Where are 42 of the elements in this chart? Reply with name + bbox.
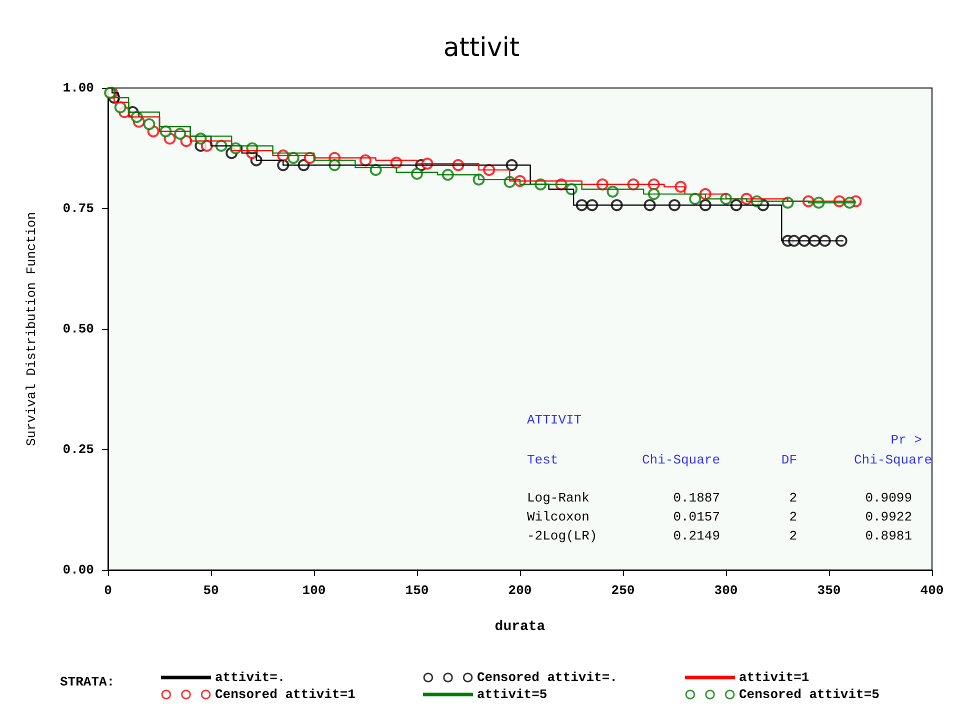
annotation: Wilcoxon [527, 510, 590, 524]
x-tick-label: 300 [714, 583, 738, 598]
annotation: 0.9099 [865, 490, 912, 506]
annotation: -2Log(LR) [527, 528, 598, 544]
x-axis-title: durata [494, 619, 546, 635]
x-tick-label: 0 [104, 583, 112, 598]
annotation: Pr > [890, 432, 922, 448]
legend-label: Censored attivit=. [477, 670, 618, 685]
annotation: 0.2149 [673, 528, 720, 544]
y-tick-label: 0.75 [62, 201, 94, 216]
annotation: 2 [789, 528, 797, 544]
annotation: Chi-Square [854, 452, 932, 468]
legend-label: Censored attivit=5 [739, 687, 880, 702]
y-tick-label: 0.25 [62, 442, 94, 457]
legend-label: attivit=1 [739, 670, 810, 685]
legend-title: STRATA: [60, 674, 115, 690]
legend-label: attivit=. [215, 670, 286, 685]
annotation: 0.0157 [673, 510, 720, 524]
y-tick-label: 1.00 [62, 80, 94, 96]
x-tick-label: 150 [405, 583, 429, 598]
annotation: Chi-Square [642, 452, 720, 468]
y-axis-title: Survival Distribution Function [24, 212, 39, 446]
annotation: 2 [789, 510, 797, 524]
annotation: Test [527, 452, 558, 468]
annotation: Log-Rank [527, 490, 590, 506]
legend-label: Censored attivit=1 [215, 687, 356, 702]
annotation: 2 [789, 490, 797, 506]
x-tick-label: 350 [817, 583, 841, 598]
annotation: ATTIVIT [527, 412, 582, 428]
annotation: 0.8981 [865, 528, 912, 544]
x-tick-label: 200 [508, 583, 532, 598]
x-tick-label: 250 [611, 583, 635, 598]
annotation: 0.1887 [673, 490, 720, 506]
chart-title: attivit [443, 33, 520, 63]
y-tick-label: 0.50 [62, 322, 94, 336]
x-tick-label: 100 [302, 583, 326, 598]
x-tick-label: 50 [203, 583, 219, 598]
x-tick-label: 400 [920, 583, 944, 598]
y-tick-label: 0.00 [62, 562, 94, 578]
annotation: DF [781, 452, 797, 468]
legend-label: attivit=5 [477, 687, 548, 702]
annotation: 0.9922 [865, 510, 912, 524]
